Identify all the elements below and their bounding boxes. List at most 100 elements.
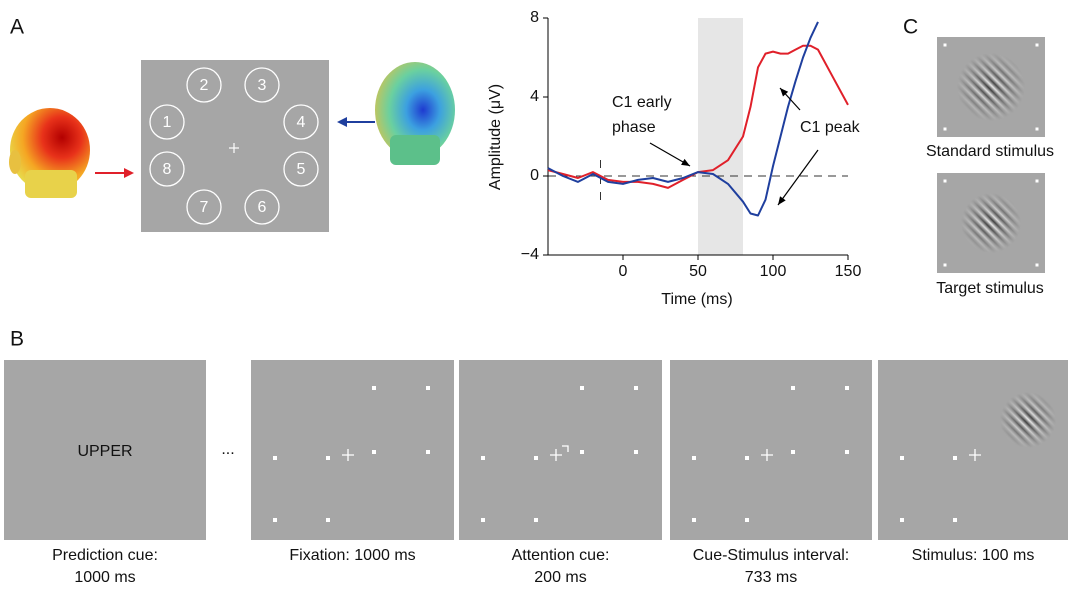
gabor-patch <box>1000 392 1056 448</box>
x-tick-label: 100 <box>760 263 787 280</box>
frame-caption: Stimulus: 100 ms <box>912 547 1035 564</box>
location-circle <box>244 189 280 225</box>
y-tick-label: 8 <box>530 9 539 26</box>
arrowhead <box>681 158 690 166</box>
frame-caption: 200 ms <box>534 569 586 586</box>
red-head <box>9 108 90 198</box>
annotation: C1 early <box>612 94 672 111</box>
placeholder-dot <box>372 450 376 454</box>
location-label: 8 <box>163 161 172 178</box>
placeholder-dot <box>692 518 696 522</box>
frame-caption: Cue-Stimulus interval: <box>693 547 850 564</box>
arrowhead <box>778 196 786 205</box>
trial-frame <box>878 360 1068 540</box>
blue-arrowhead <box>337 117 347 127</box>
location-circle <box>186 67 222 103</box>
placeholder-dot <box>791 386 795 390</box>
corner-dot <box>943 263 947 267</box>
location-circle <box>283 151 319 187</box>
location-label: 2 <box>200 77 209 94</box>
ellipsis: ... <box>221 441 234 458</box>
placeholder-dot <box>900 518 904 522</box>
panel-letter: B <box>10 328 24 351</box>
cue-word: UPPER <box>77 443 132 460</box>
x-tick-label: 0 <box>619 263 628 280</box>
placeholder-dot <box>426 450 430 454</box>
display-square <box>141 60 329 232</box>
shaded-region <box>698 18 743 255</box>
annotation-arrow <box>777 149 819 206</box>
corner-dot <box>1035 43 1039 47</box>
annotation: C1 peak <box>800 119 861 136</box>
arrowhead <box>780 88 789 97</box>
fixation-cross <box>550 449 562 461</box>
placeholder-dot <box>745 518 749 522</box>
location-circle <box>149 104 185 140</box>
placeholder-dot <box>481 456 485 460</box>
placeholder-dot <box>900 456 904 460</box>
attention-cue <box>562 445 569 452</box>
placeholder-dot <box>534 518 538 522</box>
x-axis-label: Time (ms) <box>661 291 732 308</box>
y-tick-label: 0 <box>530 167 539 184</box>
location-label: 7 <box>200 199 209 216</box>
placeholder-dot <box>326 456 330 460</box>
line-series <box>547 44 849 189</box>
placeholder-dot <box>372 386 376 390</box>
location-label: 6 <box>258 199 267 216</box>
placeholder-dot <box>273 456 277 460</box>
x-tick-label: 50 <box>689 263 707 280</box>
frame-caption: Prediction cue: <box>52 547 158 564</box>
placeholder-dot <box>273 518 277 522</box>
fixation-cross <box>969 449 981 461</box>
location-circle <box>149 151 185 187</box>
corner-dot <box>943 179 947 183</box>
location-label: 1 <box>163 114 172 131</box>
placeholder-dot <box>845 450 849 454</box>
placeholder-dot <box>534 456 538 460</box>
blue-head <box>375 62 455 165</box>
placeholder-dot <box>481 518 485 522</box>
fixation-cross <box>761 449 773 461</box>
placeholder-dot <box>326 518 330 522</box>
gabor-patch <box>957 53 1025 121</box>
panel-letter: A <box>10 16 24 39</box>
y-axis-label: Amplitude (μV) <box>487 84 504 190</box>
fixation-cross <box>342 449 354 461</box>
red-arrowhead <box>124 168 134 178</box>
placeholder-dot <box>953 456 957 460</box>
panel-letter: C <box>903 16 918 39</box>
frame-caption: 1000 ms <box>74 569 135 586</box>
location-label: 5 <box>297 161 306 178</box>
location-circle <box>186 189 222 225</box>
frame-caption: 733 ms <box>745 569 797 586</box>
corner-dot <box>1035 263 1039 267</box>
placeholder-dot <box>692 456 696 460</box>
stimulus-caption: Standard stimulus <box>926 143 1054 160</box>
corner-dot <box>1035 179 1039 183</box>
trial-frame <box>251 360 454 540</box>
placeholder-dot <box>634 450 638 454</box>
location-circle <box>283 104 319 140</box>
placeholder-dot <box>953 518 957 522</box>
annotation: phase <box>612 119 656 136</box>
placeholder-dot <box>791 450 795 454</box>
placeholder-dot <box>845 386 849 390</box>
x-tick-label: 150 <box>835 263 862 280</box>
placeholder-dot <box>426 386 430 390</box>
y-tick-label: −4 <box>521 246 539 263</box>
placeholder-dot <box>580 386 584 390</box>
corner-dot <box>943 127 947 131</box>
location-circle <box>244 67 280 103</box>
placeholder-dot <box>580 450 584 454</box>
placeholder-dot <box>745 456 749 460</box>
y-tick-label: 4 <box>530 88 539 105</box>
trial-frame <box>459 360 662 540</box>
placeholder-dot <box>634 386 638 390</box>
fixation-cross <box>229 143 239 153</box>
location-label: 3 <box>258 77 267 94</box>
location-label: 4 <box>297 114 306 131</box>
corner-dot <box>943 43 947 47</box>
frame-caption: Attention cue: <box>512 547 610 564</box>
